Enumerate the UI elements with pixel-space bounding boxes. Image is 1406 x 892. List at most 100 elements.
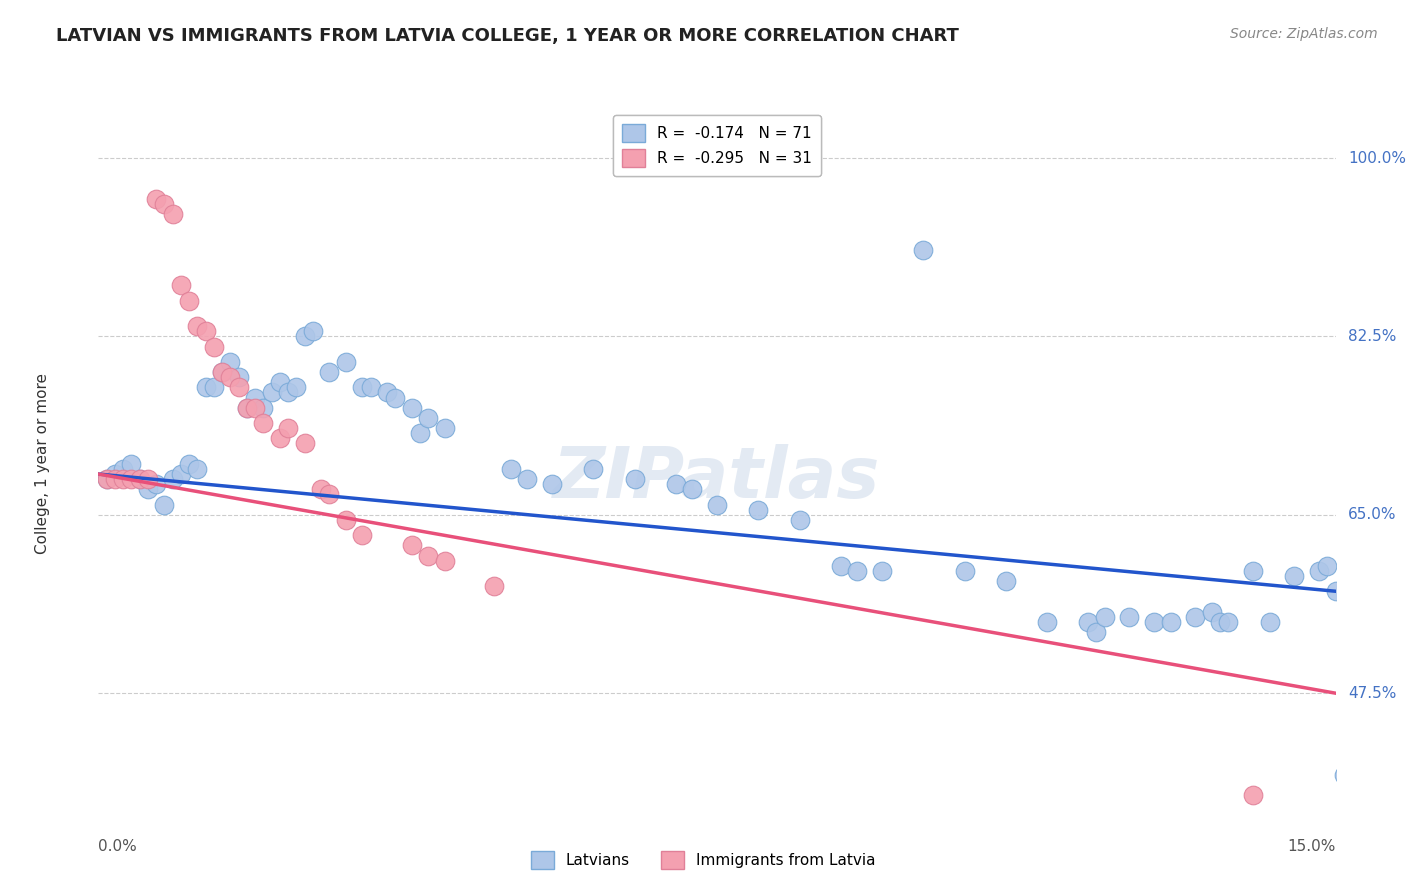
Point: [375, 385, 398, 400]
Point: [994, 574, 1017, 588]
Point: [706, 498, 728, 512]
Point: [128, 472, 150, 486]
Text: College, 1 year or more: College, 1 year or more: [35, 374, 51, 554]
Point: [228, 370, 250, 384]
Point: [870, 564, 893, 578]
Point: [1118, 609, 1140, 624]
Point: [1341, 783, 1364, 797]
Point: [681, 483, 703, 497]
Point: [1241, 564, 1264, 578]
Point: [219, 370, 242, 384]
Point: [194, 324, 217, 338]
Text: ZIPatlas: ZIPatlas: [554, 443, 880, 513]
Point: [953, 564, 976, 578]
Point: [335, 513, 357, 527]
Point: [228, 380, 250, 394]
Point: [1143, 615, 1166, 629]
Text: 47.5%: 47.5%: [1348, 686, 1396, 701]
Point: [277, 385, 299, 400]
Point: [170, 467, 193, 481]
Point: [309, 483, 332, 497]
Point: [277, 421, 299, 435]
Point: [219, 355, 242, 369]
Point: [202, 380, 225, 394]
Legend: Latvians, Immigrants from Latvia: Latvians, Immigrants from Latvia: [524, 845, 882, 875]
Point: [260, 385, 283, 400]
Point: [236, 401, 259, 415]
Text: 65.0%: 65.0%: [1348, 508, 1396, 523]
Point: [211, 365, 233, 379]
Point: [360, 380, 382, 394]
Point: [335, 355, 357, 369]
Point: [912, 243, 935, 257]
Point: [433, 554, 456, 568]
Point: [830, 558, 852, 573]
Point: [1333, 768, 1355, 782]
Point: [789, 513, 811, 527]
Point: [179, 293, 201, 308]
Point: [1209, 615, 1232, 629]
Point: [211, 365, 233, 379]
Point: [202, 340, 225, 354]
Point: [145, 477, 167, 491]
Text: 15.0%: 15.0%: [1288, 839, 1336, 854]
Point: [665, 477, 688, 491]
Point: [112, 472, 135, 486]
Point: [252, 416, 274, 430]
Point: [1201, 605, 1223, 619]
Point: [120, 457, 142, 471]
Point: [846, 564, 869, 578]
Point: [1284, 569, 1306, 583]
Point: [128, 472, 150, 486]
Point: [433, 421, 456, 435]
Point: [162, 472, 184, 486]
Point: [1160, 615, 1182, 629]
Point: [179, 457, 201, 471]
Text: 82.5%: 82.5%: [1348, 329, 1396, 344]
Point: [96, 472, 118, 486]
Point: [170, 278, 193, 293]
Point: [499, 462, 522, 476]
Point: [243, 391, 266, 405]
Point: [1036, 615, 1059, 629]
Point: [384, 391, 406, 405]
Point: [1077, 615, 1099, 629]
Point: [186, 462, 208, 476]
Point: [145, 192, 167, 206]
Point: [269, 431, 291, 445]
Point: [1184, 609, 1206, 624]
Point: [294, 329, 316, 343]
Point: [623, 472, 645, 486]
Point: [401, 538, 423, 552]
Point: [153, 197, 176, 211]
Point: [243, 401, 266, 415]
Point: [1085, 625, 1108, 640]
Point: [747, 502, 769, 516]
Text: 100.0%: 100.0%: [1348, 151, 1406, 166]
Point: [516, 472, 538, 486]
Point: [352, 528, 374, 542]
Point: [1316, 558, 1339, 573]
Point: [136, 472, 159, 486]
Point: [541, 477, 564, 491]
Point: [162, 207, 184, 221]
Point: [1324, 584, 1347, 599]
Point: [194, 380, 217, 394]
Legend: R =  -0.174   N = 71, R =  -0.295   N = 31: R = -0.174 N = 71, R = -0.295 N = 31: [613, 115, 821, 177]
Point: [136, 483, 159, 497]
Point: [285, 380, 308, 394]
Point: [484, 579, 506, 593]
Point: [96, 472, 118, 486]
Point: [1258, 615, 1281, 629]
Point: [582, 462, 605, 476]
Point: [401, 401, 423, 415]
Point: [104, 472, 127, 486]
Point: [302, 324, 325, 338]
Point: [252, 401, 274, 415]
Text: LATVIAN VS IMMIGRANTS FROM LATVIA COLLEGE, 1 YEAR OR MORE CORRELATION CHART: LATVIAN VS IMMIGRANTS FROM LATVIA COLLEG…: [56, 27, 959, 45]
Point: [318, 365, 340, 379]
Point: [352, 380, 374, 394]
Point: [186, 319, 208, 334]
Point: [418, 549, 440, 563]
Point: [1094, 609, 1116, 624]
